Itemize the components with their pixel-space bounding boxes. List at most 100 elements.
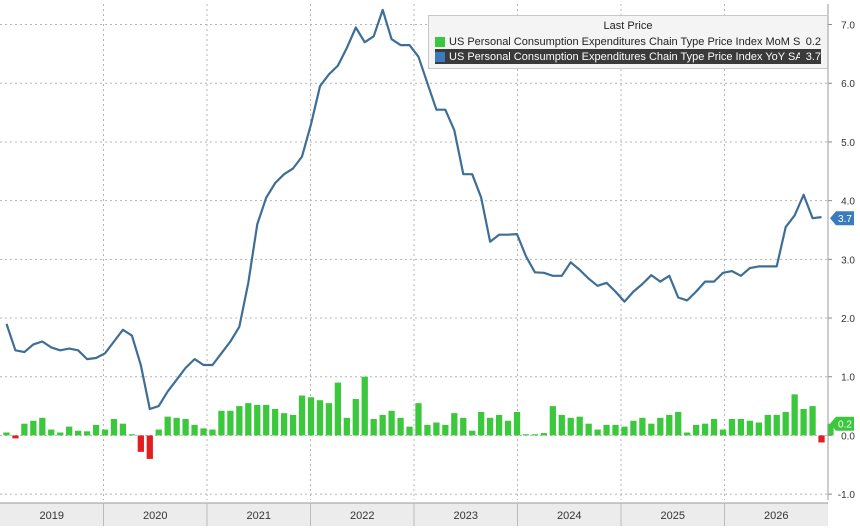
mom-bar [119, 423, 127, 436]
y-tick-label: 7.0 [841, 21, 855, 32]
mom-bar [110, 418, 118, 436]
legend-entry-yoy: US Personal Consumption Expenditures Cha… [435, 49, 821, 64]
mom-bar [3, 432, 10, 436]
mom-bar [370, 418, 377, 436]
mom-bar [352, 399, 359, 436]
x-tick-label: 2024 [557, 510, 581, 522]
mom-bar [406, 426, 413, 436]
y-tick-label: 3.0 [841, 255, 855, 266]
mom-bar [289, 414, 297, 436]
mom-bar [254, 404, 261, 436]
mom-bar [692, 424, 700, 436]
mom-bar [218, 410, 225, 436]
x-tick-label: 2023 [454, 510, 478, 522]
mom-bar [612, 424, 619, 436]
mom-bar [809, 406, 816, 436]
legend: Last Price US Personal Consumption Expen… [428, 15, 828, 69]
mom-bar [164, 416, 171, 436]
y-tick-label: 2.0 [841, 314, 855, 325]
mom-bar [639, 417, 646, 436]
mom-bar [209, 429, 216, 436]
mom-bar [66, 426, 73, 436]
mom-bar [307, 397, 315, 436]
mom-bar [12, 435, 19, 439]
mom-bar [200, 428, 207, 436]
mom-bar [39, 417, 46, 436]
mom-bar [451, 413, 458, 436]
mom-bar [603, 424, 610, 436]
mom-bar [128, 434, 136, 436]
mom-bar [495, 414, 503, 436]
legend-label-mom: US Personal Consumption Expenditures Cha… [449, 35, 800, 48]
mom-bar [657, 417, 664, 436]
x-tick-label: 2019 [40, 510, 64, 522]
x-tick-label: 2020 [143, 510, 167, 522]
mom-bar [21, 423, 28, 436]
mom-bar [191, 424, 198, 436]
x-tick-label: 2026 [764, 510, 788, 522]
mom-bar [540, 433, 548, 436]
mom-bar [227, 410, 234, 436]
mom-bar [272, 409, 279, 436]
mom-bar [469, 430, 476, 436]
mom-bar [433, 422, 440, 436]
y-tick-label: 5.0 [841, 138, 855, 149]
mom-bar [182, 418, 189, 436]
mom-bar [92, 424, 100, 436]
last-value-badges: 3.7 0.2 [830, 211, 854, 431]
mom-bar [361, 376, 368, 436]
mom-bar [666, 414, 673, 436]
yoy-last-value-badge-shape [830, 211, 854, 226]
mom-bar [675, 411, 682, 436]
mom-bar [334, 382, 342, 436]
yoy-line-group [5, 8, 822, 411]
mom-bar [531, 434, 539, 436]
x-tick-label: 2025 [661, 510, 685, 522]
x-tick-label: 2022 [350, 510, 374, 522]
mom-bar [549, 406, 556, 436]
legend-entry-mom: US Personal Consumption Expenditures Cha… [435, 34, 821, 49]
mom-bar [719, 429, 727, 436]
mom-bar [684, 432, 691, 436]
mom-bar [57, 432, 64, 436]
mom-bar [558, 414, 565, 436]
y-tick-label: -1.0 [838, 490, 856, 501]
mom-bar [245, 403, 252, 436]
y-tick-label: 1.0 [841, 373, 855, 384]
mom-bar [522, 434, 530, 436]
mom-bar [728, 418, 736, 436]
mom-bar [800, 409, 807, 436]
mom-bar [630, 420, 637, 436]
mom-bar [576, 416, 583, 436]
y-tick-label: 4.0 [841, 197, 855, 208]
mom-bar [585, 423, 592, 436]
mom-bar [30, 420, 37, 436]
mom-bar [146, 435, 153, 459]
mom-bar [388, 410, 395, 436]
mom-bar [101, 429, 109, 436]
yoy-line [5, 8, 822, 411]
axes: 7.0 6.0 5.0 4.0 3.0 2.0 1.0 0.0 -1.0 2019 2020 2021… [0, 4, 855, 526]
mom-bar [818, 435, 825, 443]
legend-title: Last Price [603, 20, 653, 32]
mom-bar [415, 403, 422, 436]
legend-swatch-mom [435, 36, 445, 47]
mom-bars [3, 376, 834, 459]
mom-bar [155, 429, 162, 436]
mom-bar [48, 429, 55, 436]
mom-bar [567, 417, 574, 436]
mom-bar [504, 420, 512, 436]
mom-last-value-badge-shape [830, 416, 854, 431]
mom-bar [236, 406, 243, 436]
mom-bar [83, 431, 91, 436]
mom-bar [782, 411, 789, 436]
mom-bar [594, 429, 601, 436]
mom-bar [827, 423, 834, 436]
mom-bar [710, 418, 718, 436]
mom-bar [701, 423, 709, 436]
x-tick-label: 2021 [247, 510, 271, 522]
legend-value-mom: 0.2 [805, 35, 821, 48]
mom-bar [316, 400, 324, 436]
